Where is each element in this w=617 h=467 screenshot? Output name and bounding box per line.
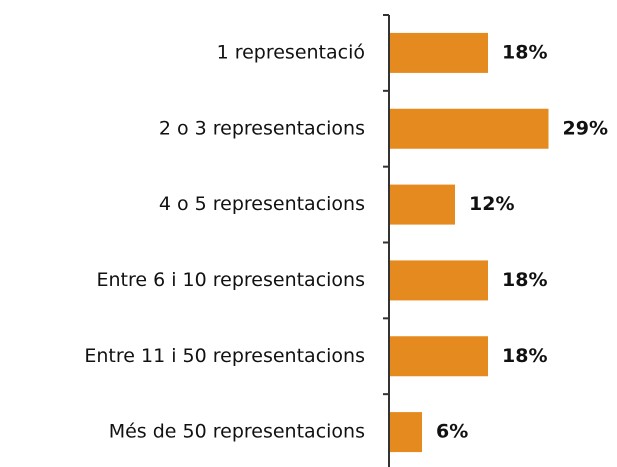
bar (389, 32, 488, 73)
y-tick-label: 1 representació (217, 41, 365, 63)
bar (389, 336, 488, 377)
y-tick-label: Entre 11 i 50 representacions (84, 345, 365, 367)
data-label: 18% (502, 345, 547, 367)
bar (389, 260, 488, 301)
y-tick-label: 2 o 3 representacions (159, 117, 365, 139)
data-label: 12% (469, 193, 514, 215)
data-label: 6% (436, 421, 468, 443)
bar (389, 412, 422, 453)
y-tick-label: Més de 50 representacions (109, 421, 365, 443)
data-label: 18% (502, 269, 547, 291)
y-tick-label: Entre 6 i 10 representacions (96, 269, 365, 291)
bar (389, 108, 549, 149)
bar (389, 184, 455, 225)
y-tick-label: 4 o 5 representacions (159, 193, 365, 215)
data-label: 29% (563, 117, 608, 139)
data-label: 18% (502, 41, 547, 63)
